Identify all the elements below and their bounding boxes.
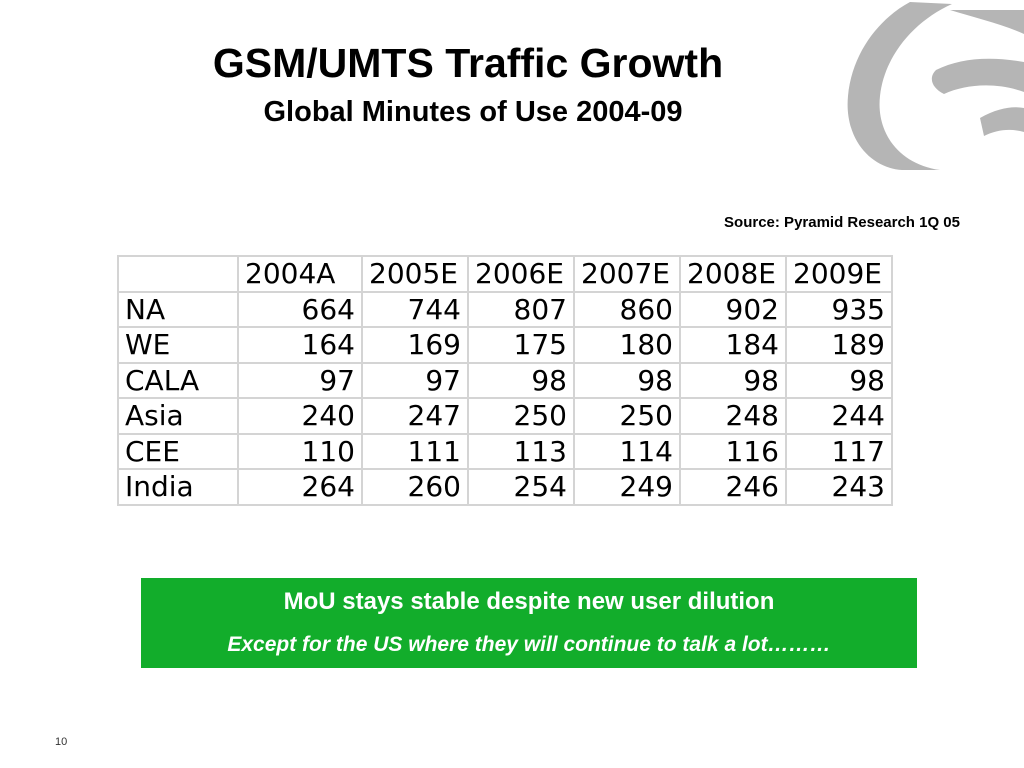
page-number: 10 — [55, 736, 68, 748]
table-cell: 250 — [573, 397, 681, 435]
table-cell: 244 — [785, 397, 893, 435]
table-row: WE 164 169 175 180 184 189 — [117, 326, 893, 364]
callout-box: MoU stays stable despite new user diluti… — [141, 578, 917, 668]
table-cell: 247 — [361, 397, 469, 435]
table-cell: 98 — [573, 361, 681, 399]
column-header: 2007E — [573, 255, 681, 293]
table-cell: 97 — [361, 361, 469, 399]
table-header-row: 2004A 2005E 2006E 2007E 2008E 2009E — [117, 255, 893, 293]
globe-logo-icon — [847, 2, 1024, 170]
table-cell: 189 — [785, 326, 893, 364]
column-header: 2006E — [467, 255, 575, 293]
table-cell: 98 — [785, 361, 893, 399]
table-row: CEE 110 111 113 114 116 117 — [117, 432, 893, 470]
table-cell: 97 — [237, 361, 363, 399]
table-cell: 807 — [467, 290, 575, 328]
table-row: NA 664 744 807 860 902 935 — [117, 290, 893, 328]
slide-subtitle: Global Minutes of Use 2004-09 — [263, 96, 683, 128]
table-cell: 98 — [679, 361, 787, 399]
row-label: CEE — [117, 432, 239, 470]
table-cell: 164 — [237, 326, 363, 364]
column-header: 2005E — [361, 255, 469, 293]
table-cell: 184 — [679, 326, 787, 364]
table-cell: 169 — [361, 326, 469, 364]
table-row: CALA 97 97 98 98 98 98 — [117, 361, 893, 399]
row-label: Asia — [117, 397, 239, 435]
minutes-of-use-table: 2004A 2005E 2006E 2007E 2008E 2009E NA 6… — [117, 255, 893, 506]
table-cell: 744 — [361, 290, 469, 328]
table-cell: 902 — [679, 290, 787, 328]
table-cell: 116 — [679, 432, 787, 470]
table-cell: 250 — [467, 397, 575, 435]
table-cell: 264 — [237, 468, 363, 506]
table-cell: 260 — [361, 468, 469, 506]
table-cell: 111 — [361, 432, 469, 470]
row-label: CALA — [117, 361, 239, 399]
corner-cell — [117, 255, 239, 293]
row-label: NA — [117, 290, 239, 328]
column-header: 2009E — [785, 255, 893, 293]
column-header: 2004A — [237, 255, 363, 293]
table-cell: 175 — [467, 326, 575, 364]
table-cell: 935 — [785, 290, 893, 328]
table-cell: 114 — [573, 432, 681, 470]
row-label: WE — [117, 326, 239, 364]
table-cell: 180 — [573, 326, 681, 364]
table-cell: 98 — [467, 361, 575, 399]
table-cell: 248 — [679, 397, 787, 435]
slide-title: GSM/UMTS Traffic Growth — [212, 40, 724, 86]
source-note: Source: Pyramid Research 1Q 05 — [724, 214, 960, 231]
table-row: India 264 260 254 249 246 243 — [117, 468, 893, 506]
callout-note: Except for the US where they will contin… — [227, 633, 831, 656]
table-cell: 246 — [679, 468, 787, 506]
table-cell: 110 — [237, 432, 363, 470]
column-header: 2008E — [679, 255, 787, 293]
callout-headline: MoU stays stable despite new user diluti… — [283, 588, 775, 615]
table-cell: 249 — [573, 468, 681, 506]
table-row: Asia 240 247 250 250 248 244 — [117, 397, 893, 435]
table-cell: 117 — [785, 432, 893, 470]
table-cell: 860 — [573, 290, 681, 328]
table-cell: 254 — [467, 468, 575, 506]
table-cell: 240 — [237, 397, 363, 435]
table-cell: 243 — [785, 468, 893, 506]
row-label: India — [117, 468, 239, 506]
table-cell: 113 — [467, 432, 575, 470]
table-cell: 664 — [237, 290, 363, 328]
